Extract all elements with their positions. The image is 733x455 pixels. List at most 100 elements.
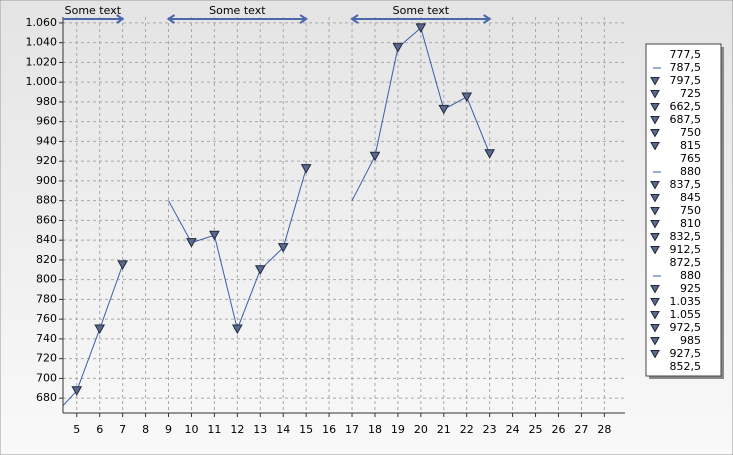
y-tick-label: 860 <box>36 213 57 226</box>
x-tick-label: 13 <box>253 423 267 436</box>
legend-marker <box>650 324 660 333</box>
x-tick-label: 28 <box>597 423 611 436</box>
legend-label: 797,5 <box>670 74 702 87</box>
data-marker <box>94 324 106 335</box>
legend-entries: 777,5787,5797,5725662,5687,5750815765880… <box>650 48 702 373</box>
legend-marker <box>650 181 660 190</box>
legend-marker <box>650 220 660 229</box>
legend-marker <box>650 246 660 255</box>
legend-marker <box>650 337 660 346</box>
legend-label: 927,5 <box>670 347 702 360</box>
y-tick-label: 740 <box>36 332 57 345</box>
y-tick-label: 680 <box>36 391 57 404</box>
legend-label: 832,5 <box>670 230 702 243</box>
legend-marker <box>650 311 660 320</box>
legend-marker <box>650 90 660 99</box>
x-tick-label: 22 <box>460 423 474 436</box>
annotation-text: Some text <box>393 4 450 17</box>
data-marker <box>209 230 220 241</box>
data-marker <box>186 238 197 248</box>
arrow-head <box>350 14 359 24</box>
x-tick-label: 18 <box>368 423 382 436</box>
legend-label: 750 <box>680 204 701 217</box>
axes: 6807007207407607808008208408608809009209… <box>26 16 625 436</box>
annotation-text: Some text <box>65 4 122 17</box>
plot-area <box>63 23 496 407</box>
data-marker <box>438 104 450 115</box>
legend-marker <box>650 142 660 151</box>
data-marker <box>117 260 128 270</box>
legend-label: 777,5 <box>670 48 702 61</box>
legend-label: 687,5 <box>670 113 702 126</box>
legend-label: 750 <box>680 126 701 139</box>
y-tick-label: 940 <box>36 134 57 147</box>
x-tick-label: 23 <box>483 423 497 436</box>
legend-marker <box>650 194 660 203</box>
legend-label: 765 <box>680 152 701 165</box>
legend-label: 662,5 <box>670 100 702 113</box>
y-tick-label: 780 <box>36 292 57 305</box>
legend-marker <box>650 285 660 294</box>
legend-label: 880 <box>680 269 701 282</box>
grid <box>63 17 625 413</box>
data-marker <box>231 324 243 335</box>
x-tick-label: 19 <box>391 423 405 436</box>
legend-label: 872,5 <box>670 256 702 269</box>
legend-marker <box>650 77 660 86</box>
x-tick-label: 15 <box>299 423 313 436</box>
legend-marker <box>650 129 660 138</box>
legend-label: 912,5 <box>670 243 702 256</box>
legend-label: 815 <box>680 139 701 152</box>
legend-label: 985 <box>680 334 701 347</box>
legend-label: 1.035 <box>670 295 702 308</box>
legend-label: 787,5 <box>670 61 702 74</box>
x-tick-label: 16 <box>322 423 336 436</box>
legend <box>645 43 722 377</box>
x-tick-label: 7 <box>119 423 126 436</box>
y-tick-label: 700 <box>36 371 57 384</box>
arrow-head <box>483 14 492 24</box>
y-tick-label: 1.000 <box>26 75 58 88</box>
x-tick-label: 12 <box>230 423 244 436</box>
y-tick-label: 800 <box>36 273 57 286</box>
y-tick-label: 1.040 <box>26 36 58 49</box>
data-marker <box>461 92 473 103</box>
legend-label: 880 <box>680 165 701 178</box>
data-marker <box>71 386 83 396</box>
x-tick-label: 9 <box>165 423 172 436</box>
y-tick-label: 920 <box>36 154 57 167</box>
x-tick-label: 25 <box>529 423 543 436</box>
x-tick-label: 20 <box>414 423 428 436</box>
x-tick-label: 6 <box>96 423 103 436</box>
y-tick-label: 980 <box>36 95 57 108</box>
data-marker <box>484 149 496 159</box>
data-marker <box>369 151 381 162</box>
y-tick-label: 840 <box>36 233 57 246</box>
arrow-head <box>166 14 176 24</box>
data-marker <box>277 243 289 253</box>
legend-marker <box>650 233 660 242</box>
data-marker <box>300 164 312 174</box>
y-tick-label: 720 <box>36 352 57 365</box>
x-tick-label: 21 <box>437 423 451 436</box>
legend-marker <box>650 103 660 112</box>
legend-label: 725 <box>680 87 701 100</box>
legend-label: 972,5 <box>670 321 702 334</box>
x-tick-label: 8 <box>142 423 149 436</box>
legend-label: 845 <box>680 191 701 204</box>
data-marker <box>254 265 266 275</box>
legend-marker <box>650 298 660 307</box>
x-tick-label: 10 <box>184 423 198 436</box>
arrow-head <box>116 14 125 24</box>
x-tick-label: 26 <box>551 423 565 436</box>
legend-label: 810 <box>680 217 701 230</box>
y-tick-label: 760 <box>36 312 57 325</box>
legend-marker <box>650 350 660 359</box>
data-marker <box>415 23 427 33</box>
y-tick-label: 820 <box>36 253 57 266</box>
legend-label: 1.055 <box>670 308 702 321</box>
legend-marker <box>650 116 660 125</box>
y-tick-label: 1.020 <box>26 55 58 68</box>
y-tick-label: 960 <box>36 115 57 128</box>
